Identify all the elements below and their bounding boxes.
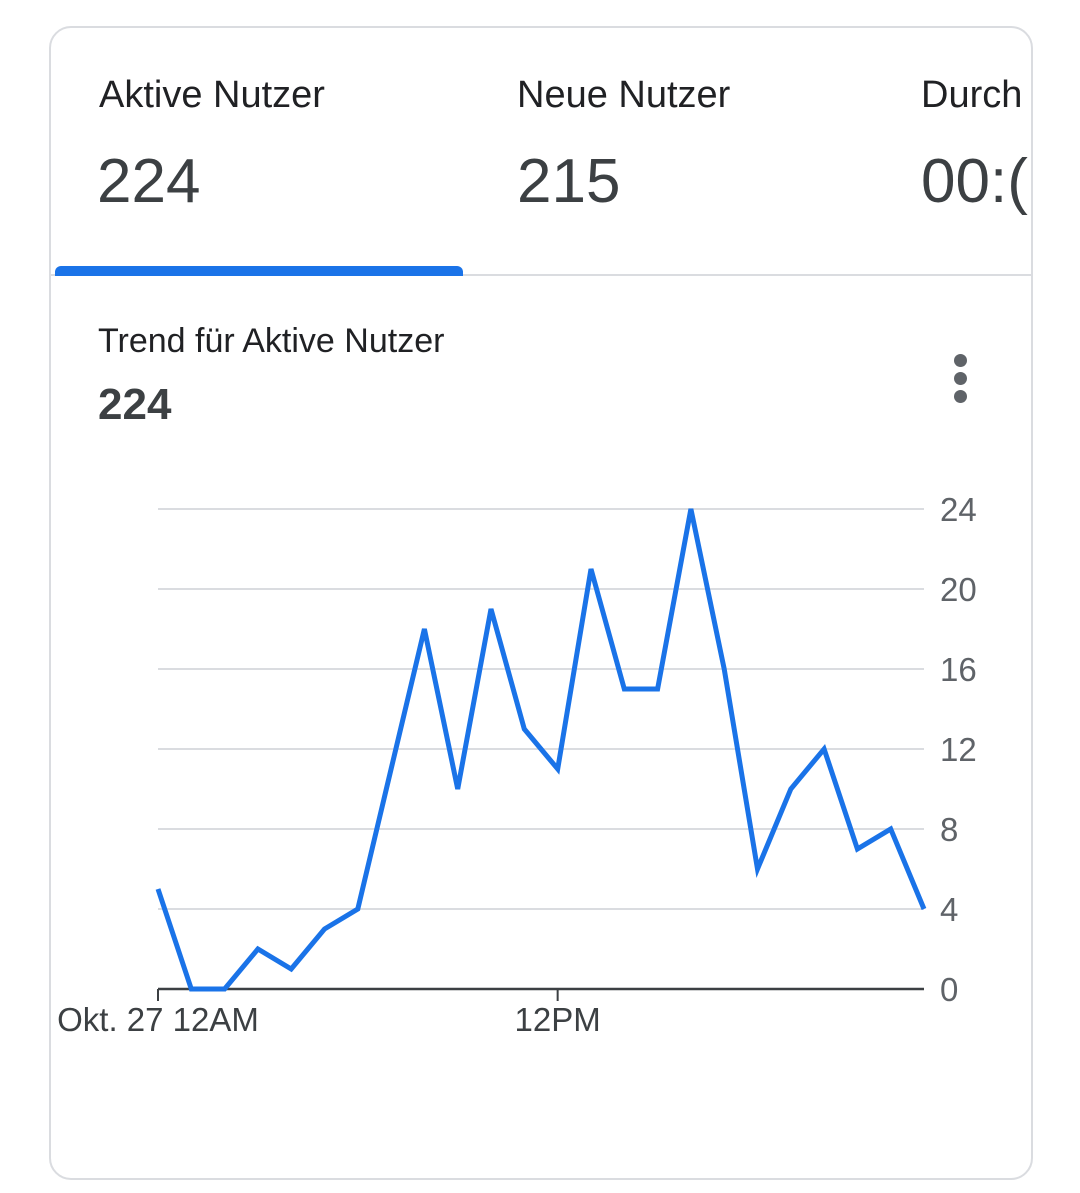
x-tick-label: 12PM [515, 1001, 601, 1038]
series-line [155, 508, 927, 992]
y-tick-label: 12 [940, 731, 977, 768]
tab-average-time[interactable]: Durch 00:( [869, 28, 1031, 274]
y-tick-label: 4 [940, 891, 958, 928]
metric-tabs: Aktive Nutzer 224 Neue Nutzer 215 Durch … [51, 28, 1031, 276]
metric-value: 215 [517, 147, 621, 216]
y-tick-label: 16 [940, 651, 977, 688]
metric-label: Durch [921, 74, 1023, 116]
x-tick-label: Okt. 27 12AM [57, 1001, 259, 1038]
y-tick-label: 0 [940, 971, 958, 1008]
active-tab-indicator [55, 266, 463, 276]
analytics-card: Aktive Nutzer 224 Neue Nutzer 215 Durch … [49, 26, 1033, 1180]
tab-active-users[interactable]: Aktive Nutzer 224 [51, 28, 463, 276]
metric-value: 224 [97, 147, 201, 216]
trend-title: Trend für Aktive Nutzer [98, 322, 445, 360]
y-tick-label: 20 [940, 571, 977, 608]
metric-value: 00:( [921, 147, 1028, 216]
trend-line-chart: 0 4 8 12 16 20 24 Okt. 27 12AM 12PM [57, 491, 977, 1038]
y-tick-label: 24 [940, 491, 977, 528]
trend-value: 224 [98, 380, 172, 429]
metric-label: Neue Nutzer [517, 74, 731, 116]
more-options-button[interactable] [939, 346, 983, 410]
metric-label: Aktive Nutzer [99, 74, 325, 116]
y-tick-label: 8 [940, 811, 958, 848]
tab-new-users[interactable]: Neue Nutzer 215 [469, 28, 869, 274]
